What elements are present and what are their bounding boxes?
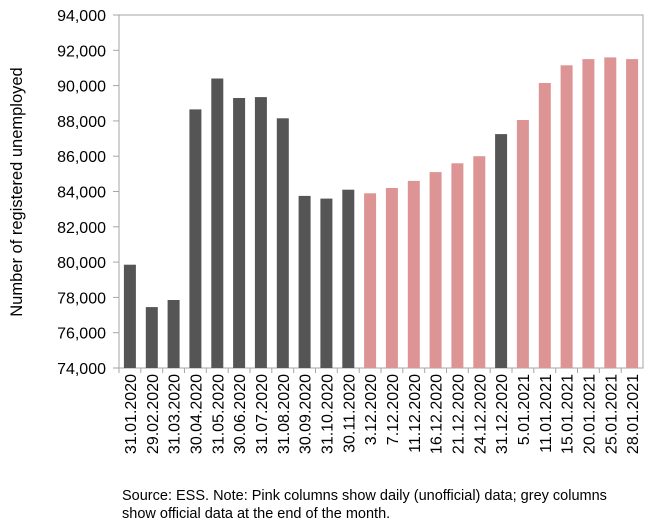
bar-daily	[560, 65, 573, 369]
y-tick-label: 78,000	[57, 290, 106, 307]
bar-daily	[364, 193, 377, 368]
x-tick-label: 30.09.2020	[298, 374, 315, 454]
bar-daily	[604, 57, 617, 369]
y-tick-label: 92,000	[57, 43, 106, 60]
bar-chart: 74,000 76,000 78,000 80,000 82,000 84,000 86,0…	[8, 8, 644, 454]
y-tick-label: 84,000	[57, 185, 106, 202]
x-axis-tick-labels: 31.01.2020 29.02.2020 31.03.2020 30.04.2020…	[118, 368, 642, 454]
y-tick-label: 88,000	[57, 114, 106, 131]
y-tick-label: 76,000	[57, 326, 106, 343]
bar-daily	[407, 180, 420, 368]
x-tick-label: 31.08.2020	[276, 374, 293, 454]
x-tick-label: 31.01.2020	[123, 374, 140, 454]
x-tick-label: 11.01.2021	[538, 374, 555, 453]
x-tick-label: 30.04.2020	[188, 374, 205, 454]
bar-daily	[385, 188, 398, 368]
x-tick-label: 31.03.2020	[167, 374, 184, 454]
bar-official	[189, 109, 202, 369]
x-tick-label: 25.01.2021	[603, 374, 620, 454]
bar-official	[495, 134, 508, 368]
y-axis-ticks: 74,000 76,000 78,000 80,000 82,000 84,000 86,0…	[57, 8, 119, 378]
source-note: Source: ESS. Note: Pink columns show dai…	[122, 488, 607, 522]
bar-official	[342, 189, 355, 368]
bar-official	[254, 97, 267, 368]
bar-daily	[473, 156, 486, 368]
y-tick-label: 90,000	[57, 79, 106, 96]
y-tick-label: 82,000	[57, 220, 106, 237]
bar-daily	[582, 59, 595, 368]
bar-official	[145, 307, 158, 368]
x-tick-label: 24.12.2020	[472, 374, 489, 454]
bar-official	[211, 78, 224, 368]
y-tick-label: 80,000	[57, 255, 106, 272]
x-tick-label: 31.10.2020	[319, 374, 336, 454]
bar-official	[233, 98, 246, 368]
x-tick-label: 31.12.2020	[494, 374, 511, 454]
x-tick-label: 30.11.2020	[341, 374, 358, 453]
y-tick-label: 74,000	[57, 361, 106, 378]
x-tick-label: 20.01.2021	[581, 374, 598, 454]
y-axis-label: Number of registered unemployed	[8, 67, 26, 316]
bar-daily	[626, 59, 639, 368]
x-tick-label: 7.12.2020	[385, 374, 402, 445]
bar-official	[298, 195, 311, 368]
x-tick-label: 16.12.2020	[429, 374, 446, 454]
bars	[123, 57, 639, 369]
x-tick-label: 21.12.2020	[450, 374, 467, 454]
bar-official	[123, 264, 136, 368]
y-tick-label: 86,000	[57, 149, 106, 166]
x-tick-label: 31.05.2020	[210, 374, 227, 454]
x-tick-label: 15.01.2021	[560, 374, 577, 454]
bar-daily	[516, 120, 529, 368]
x-tick-label: 28.01.2021	[625, 374, 642, 454]
x-tick-label: 31.07.2020	[254, 374, 271, 454]
x-tick-label: 11.12.2020	[407, 374, 424, 453]
bar-daily	[538, 83, 551, 368]
bar-daily	[429, 172, 442, 368]
bar-official	[167, 300, 180, 368]
bar-official	[276, 118, 289, 368]
x-tick-label: 3.12.2020	[363, 374, 380, 445]
bar-daily	[451, 163, 464, 368]
x-tick-label: 5.01.2021	[516, 374, 533, 445]
x-tick-label: 30.06.2020	[232, 374, 249, 454]
y-tick-label: 94,000	[57, 8, 106, 25]
bar-official	[320, 198, 333, 368]
x-tick-label: 29.02.2020	[145, 374, 162, 454]
